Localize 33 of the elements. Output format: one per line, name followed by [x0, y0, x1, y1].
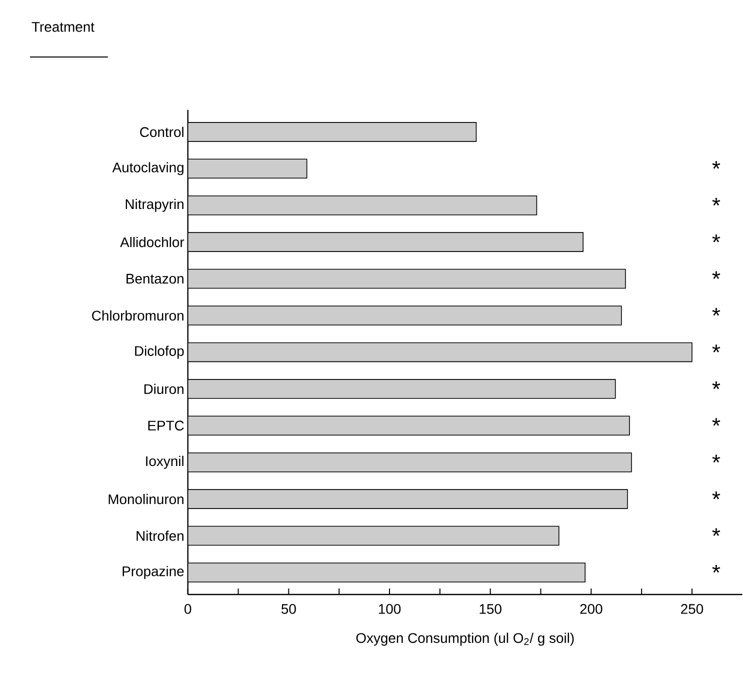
annotation: *	[712, 160, 720, 169]
x-axis-title: Oxygen Consumption (ul O$_{2}$/ g soil)	[356, 632, 574, 646]
y-tick-label: Propazine	[122, 566, 184, 579]
y-tick-label: Monolinuron	[108, 494, 184, 504]
y-tick-label: Diclofop	[135, 345, 184, 358]
annotation: *	[712, 344, 720, 352]
annotation: *	[712, 234, 720, 242]
y-tick-label: Diuron	[144, 384, 184, 394]
y-tick-label: Chlorbromuron	[92, 310, 184, 320]
text: Treatment	[32, 22, 94, 32]
annotation: *	[712, 454, 720, 462]
y-tick-label: Allidochlor	[120, 236, 184, 247]
y-tick-label: EPTC	[148, 420, 184, 430]
y-tick-label: Control	[140, 126, 184, 137]
annotation: *	[712, 271, 720, 279]
annotation: *	[712, 198, 720, 206]
annotation: *	[712, 564, 720, 572]
x-tick-label: 100	[378, 604, 401, 614]
annotation: *	[712, 491, 720, 499]
x-tick-label: 0	[184, 604, 192, 614]
y-tick-label: Bentazon	[126, 274, 184, 284]
annotation: *	[712, 381, 720, 389]
y-tick-label: Nitrapyrin	[126, 198, 184, 212]
annotation: *	[712, 308, 720, 316]
y-tick-label: Nitrofen	[136, 530, 184, 541]
x-tick-label: 200	[580, 604, 602, 614]
x-tick-label: 250	[681, 604, 704, 614]
x-tick-label: 150	[480, 604, 502, 614]
annotation: *	[712, 418, 720, 426]
y-tick-label: Autoclaving	[112, 162, 184, 175]
x-tick-label: 50	[281, 604, 296, 614]
annotation: *	[712, 528, 720, 536]
y-tick-label: Ioxynil	[146, 456, 184, 469]
